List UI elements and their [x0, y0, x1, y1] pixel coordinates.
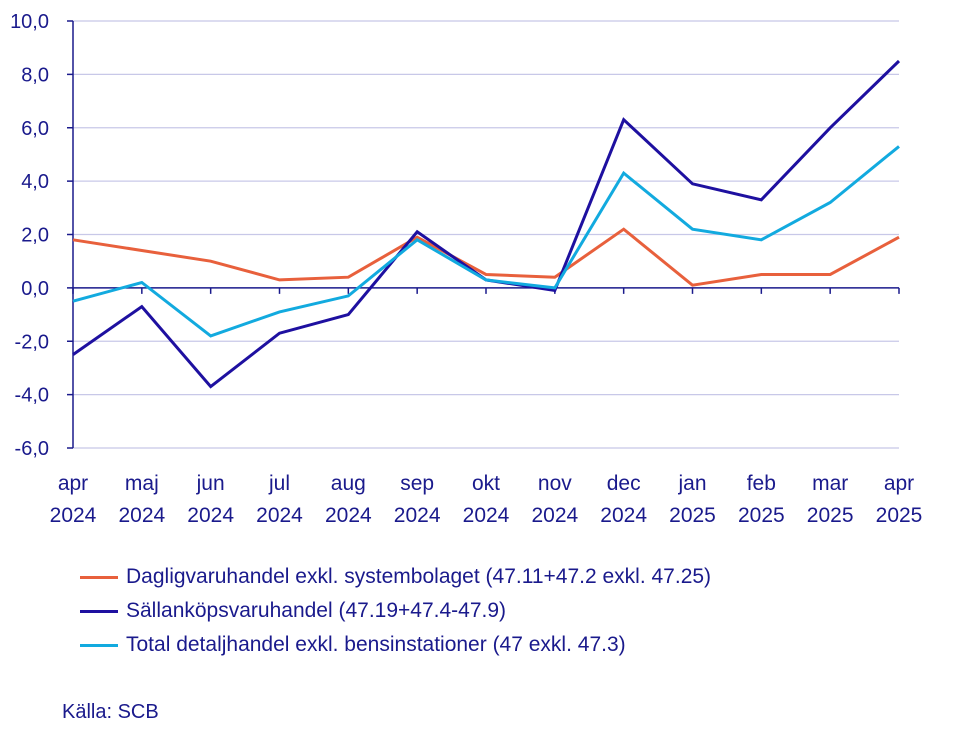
y-tick-label: 6,0	[21, 118, 49, 140]
legend-label: Total detaljhandel exkl. bensinstationer…	[126, 633, 626, 656]
x-tick-label-month: okt	[472, 472, 500, 495]
series-line-2	[72, 145, 900, 338]
series-lines	[72, 59, 901, 389]
legend-swatch	[80, 609, 118, 613]
x-tick-label-month: maj	[125, 472, 159, 495]
x-tick-label-year: 2024	[531, 504, 578, 527]
x-tick-label-month: feb	[747, 472, 776, 495]
x-tick-label-month: aug	[331, 472, 366, 495]
y-tick-label: 10,0	[10, 11, 49, 33]
source-note: Källa: SCB	[62, 701, 159, 723]
x-tick-label-year: 2024	[50, 504, 97, 527]
legend-item-dagligvaruhandel: Dagligvaruhandel exkl. systembolaget (47…	[80, 560, 711, 594]
legend-item-total-detaljhandel: Total detaljhandel exkl. bensinstationer…	[80, 628, 711, 662]
legend-swatch	[80, 575, 118, 579]
x-tick-label-year: 2025	[738, 504, 785, 527]
legend-label: Sällanköpsvaruhandel (47.19+47.4-47.9)	[126, 599, 507, 622]
x-tick-label-month: nov	[538, 472, 572, 495]
legend: Dagligvaruhandel exkl. systembolaget (47…	[80, 560, 711, 662]
y-tick-label: -4,0	[15, 385, 49, 407]
y-tick-label: -2,0	[15, 331, 49, 353]
x-tick-label-year: 2024	[463, 504, 510, 527]
y-tick-label: 0,0	[21, 278, 49, 300]
y-tick-label: 8,0	[21, 64, 49, 86]
x-tick-label-month: sep	[400, 472, 434, 495]
x-tick-label-year: 2025	[807, 504, 854, 527]
x-tick-label-month: mar	[812, 472, 848, 495]
x-tick-label-year: 2024	[118, 504, 165, 527]
x-tick-label-year: 2024	[187, 504, 234, 527]
series-line-1	[72, 59, 901, 389]
x-tick-label-year: 2024	[256, 504, 303, 527]
x-tick-label-month: jun	[196, 472, 225, 495]
x-tick-label-year: 2024	[394, 504, 441, 527]
y-tick-label: -6,0	[15, 438, 49, 460]
line-chart: -6,0 -4,0 -2,0 0,0 2,0 4,0 6,0 8,0 10,0 apr 2024 m…	[10, 11, 923, 527]
x-axis-ticks: apr 2024 maj 2024 jun 2024 jul 2024 aug 2024 sep 20…	[50, 287, 923, 527]
gridlines	[73, 20, 899, 449]
x-tick-label-month: jul	[268, 472, 290, 495]
x-tick-label-month: apr	[884, 472, 914, 495]
x-tick-label-year: 2025	[669, 504, 716, 527]
x-tick-label-year: 2024	[600, 504, 647, 527]
x-tick-label-month: jan	[677, 472, 706, 495]
y-tick-label: 2,0	[21, 225, 49, 247]
x-tick-label-month: dec	[607, 472, 641, 495]
legend-item-sallankopsvaruhandel: Sällanköpsvaruhandel (47.19+47.4-47.9)	[80, 594, 711, 628]
y-axis-ticks: -6,0 -4,0 -2,0 0,0 2,0 4,0 6,0 8,0 10,0	[10, 11, 73, 460]
legend-swatch	[80, 643, 118, 647]
legend-label: Dagligvaruhandel exkl. systembolaget (47…	[126, 565, 712, 588]
y-tick-label: 4,0	[21, 171, 49, 193]
x-tick-label-year: 2024	[325, 504, 372, 527]
x-tick-label-year: 2025	[876, 504, 923, 527]
series-line-0	[72, 227, 900, 287]
x-tick-label-month: apr	[58, 472, 88, 495]
